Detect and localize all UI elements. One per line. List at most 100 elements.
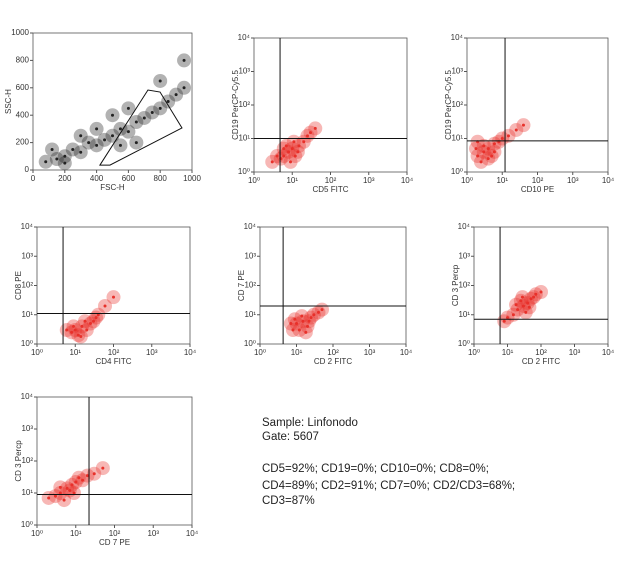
point — [142, 116, 146, 120]
x-axis-label: CD4 FITC — [96, 357, 132, 366]
y-tick-label: 10⁰ — [458, 339, 470, 348]
point — [520, 295, 524, 299]
point — [524, 310, 528, 314]
point — [166, 100, 170, 103]
x-tick-label: 10¹ — [70, 529, 82, 538]
point — [474, 147, 478, 151]
point — [182, 58, 186, 62]
y-tick-label: 10⁴ — [21, 392, 34, 401]
point — [297, 144, 301, 148]
point — [275, 154, 279, 158]
x-tick-label: 10³ — [363, 176, 375, 185]
y-tick-label: 10¹ — [244, 310, 256, 319]
point — [47, 496, 51, 500]
gate-polygon — [99, 89, 183, 166]
x-tick-label: 10² — [108, 348, 120, 357]
point — [479, 160, 483, 164]
point — [297, 328, 301, 332]
point — [486, 157, 490, 161]
point — [308, 131, 312, 135]
info-line: CD5=92%; CD19=0%; CD10=0%; CD8=0%; — [262, 463, 489, 475]
point — [288, 160, 292, 164]
point — [293, 317, 297, 321]
y-tick-label: 0 — [25, 165, 30, 174]
x-axis-label: CD5 FITC — [313, 185, 349, 194]
point — [316, 310, 320, 314]
point — [71, 147, 75, 151]
info-line: Gate: 5607 — [262, 431, 319, 443]
point — [65, 486, 69, 490]
y-tick-label: 10⁴ — [244, 222, 257, 231]
point — [307, 319, 311, 323]
y-tick-label: 1000 — [11, 28, 29, 37]
point — [79, 150, 83, 154]
info-line: Sample: Linfonodo — [262, 417, 358, 429]
x-tick-label: 10² — [327, 348, 339, 357]
point — [77, 476, 81, 480]
x-tick-label: 10² — [535, 348, 547, 357]
x-tick-label: 10³ — [567, 176, 579, 185]
x-tick-label: 10¹ — [496, 176, 508, 185]
x-tick-label: 10² — [325, 176, 337, 185]
y-tick-label: 10⁰ — [21, 520, 33, 529]
point — [282, 154, 286, 158]
point — [309, 316, 313, 320]
point — [53, 494, 57, 498]
point — [312, 313, 316, 317]
point — [290, 147, 294, 151]
y-tick-label: 800 — [16, 56, 30, 65]
point — [126, 130, 130, 134]
x-tick-label: 10³ — [569, 348, 581, 357]
point — [63, 161, 67, 165]
point — [320, 308, 324, 312]
x-tick-label: 10³ — [147, 529, 159, 538]
point — [521, 304, 525, 308]
y-axis-label: CD 3 Percp — [14, 440, 23, 482]
point — [282, 147, 286, 151]
y-axis-label: CD8 PE — [14, 271, 23, 300]
point — [532, 295, 536, 299]
point — [65, 328, 69, 332]
point — [81, 478, 85, 482]
x-tick-label: 600 — [122, 174, 136, 183]
y-tick-label: 10⁰ — [244, 339, 256, 348]
point — [527, 305, 531, 309]
x-tick-label: 10² — [532, 176, 544, 185]
point — [134, 141, 138, 145]
y-tick-label: 10⁰ — [21, 339, 33, 348]
point — [302, 140, 306, 144]
y-tick-label: 10¹ — [451, 134, 463, 143]
point — [292, 140, 296, 144]
point — [158, 79, 162, 83]
point — [174, 93, 178, 97]
y-axis-label: SSC-H — [4, 89, 13, 114]
x-tick-label: 10⁴ — [401, 176, 414, 185]
x-tick-label: 10⁴ — [186, 529, 199, 538]
point — [92, 472, 96, 476]
x-tick-label: 1000 — [183, 174, 201, 183]
x-tick-label: 10⁰ — [31, 529, 43, 538]
y-axis-label: CD19 PerCP-Cy5.5 — [231, 70, 240, 140]
y-tick-label: 400 — [16, 110, 30, 119]
x-tick-label: 800 — [154, 174, 168, 183]
point — [296, 150, 300, 154]
point — [482, 150, 486, 154]
point — [58, 485, 62, 489]
y-tick-label: 600 — [16, 83, 30, 92]
point — [80, 324, 84, 328]
y-tick-label: 200 — [16, 138, 30, 147]
point — [118, 127, 122, 131]
point — [87, 141, 91, 145]
y-tick-label: 10³ — [244, 251, 256, 260]
point — [289, 322, 293, 326]
x-tick-label: 10⁴ — [602, 348, 615, 357]
y-tick-label: 10³ — [458, 251, 470, 260]
point — [68, 488, 72, 492]
point — [490, 154, 494, 158]
point — [44, 160, 48, 164]
point — [182, 86, 186, 90]
point — [126, 106, 130, 110]
point — [85, 474, 89, 478]
point — [519, 299, 523, 303]
point — [58, 491, 62, 495]
